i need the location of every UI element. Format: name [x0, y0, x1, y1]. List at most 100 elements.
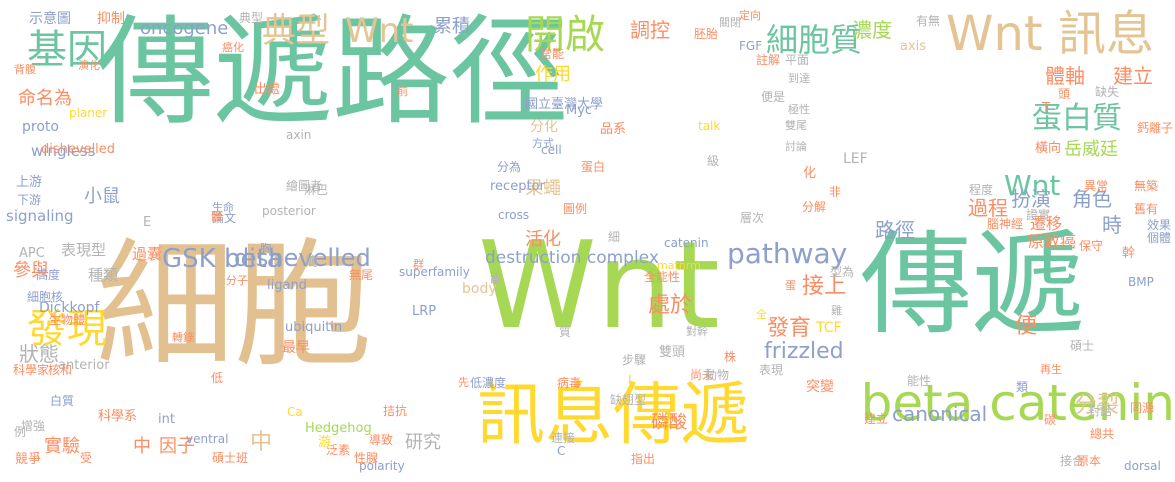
cloud-word: 表現型 — [61, 241, 107, 259]
cloud-word: 傳遞 — [860, 220, 1084, 350]
cloud-word: cell — [541, 143, 562, 157]
cloud-word: 典型 — [239, 11, 264, 25]
cloud-word: 對話 — [1088, 404, 1113, 418]
cloud-word: 論文 — [212, 211, 237, 225]
cloud-word: 體軸 — [1045, 64, 1085, 88]
cloud-word: 種類 — [88, 266, 119, 284]
cloud-word: 淋巴 — [304, 183, 329, 197]
cloud-word: ubiquitin — [285, 320, 343, 335]
cloud-word: 步驟 — [622, 353, 647, 367]
cloud-word: 傳遞路徑 — [96, 3, 569, 141]
cloud-word: dishevelled — [234, 244, 371, 272]
cloud-word: 動物 — [705, 368, 730, 382]
cloud-word: 先 — [458, 376, 469, 389]
cloud-word: 白質 — [50, 394, 75, 408]
cloud-word: 原致癌 — [1028, 232, 1077, 251]
cloud-word: 討論 — [785, 140, 807, 153]
cloud-word: 註解 — [756, 53, 781, 67]
cloud-word: 拮抗 — [383, 404, 408, 418]
cloud-word: 群 — [413, 258, 424, 271]
cloud-word: 作用 — [535, 64, 571, 85]
cloud-word: 上游 — [16, 175, 43, 190]
cloud-word: 分裂 — [1075, 393, 1120, 418]
cloud-word: 分化 — [530, 119, 558, 135]
cloud-word: 定向 — [739, 9, 761, 22]
cloud-word: Wnt — [1004, 169, 1061, 202]
cloud-word: 全能性 — [644, 270, 681, 284]
cloud-word: 碩士 — [1070, 339, 1095, 353]
cloud-word: 岳威廷 — [1064, 139, 1118, 160]
cloud-word: 胸 — [260, 242, 271, 255]
cloud-word: 同源 — [1130, 401, 1155, 415]
cloud-word: C — [557, 444, 566, 458]
cloud-word: 腦神經 — [987, 217, 1024, 231]
cloud-word: Wnt — [345, 11, 414, 51]
cloud-word: 程度 — [969, 183, 994, 197]
cloud-word: oncogene — [140, 18, 229, 39]
cloud-word: 訊息傳遞 — [477, 376, 750, 455]
cloud-word: 接上 — [802, 274, 847, 299]
cloud-word: 級 — [707, 154, 720, 168]
cloud-word: 蛋白 — [581, 160, 606, 174]
cloud-word: proto — [22, 119, 59, 135]
cloud-word: 癌化 — [222, 41, 244, 54]
cloud-word: 分解 — [802, 200, 827, 214]
cloud-word: 碩士班 — [212, 451, 249, 465]
cloud-word: 繪圖者 — [286, 179, 323, 193]
cloud-word: 表現 — [759, 363, 784, 377]
cloud-word: axis — [900, 39, 927, 54]
cloud-word: FGF — [739, 39, 763, 53]
cloud-word: body — [462, 281, 497, 297]
cloud-word: 病毒 — [557, 376, 582, 390]
cloud-word: 極性 — [788, 103, 810, 116]
cloud-word: 出處 — [254, 82, 281, 97]
cloud-word: 因子 — [159, 436, 195, 457]
cloud-word: L — [628, 373, 635, 387]
cloud-word: Hedgehog — [305, 421, 372, 436]
cloud-word: 連接 — [551, 431, 576, 445]
cloud-word: 果蠅 — [525, 178, 561, 199]
cloud-word: 轉錄 — [172, 331, 194, 344]
cloud-word: 個體 — [1147, 231, 1172, 245]
cloud-word: 異常 — [1084, 179, 1109, 193]
cloud-word: pathway — [727, 237, 848, 270]
cloud-word: 分為 — [497, 160, 522, 174]
cloud-word: LRP — [412, 304, 437, 319]
cloud-word: cross — [498, 208, 530, 222]
cloud-word: talk — [698, 119, 721, 133]
cloud-word: canonical — [892, 402, 988, 426]
cloud-word: 扮演 — [1011, 187, 1051, 211]
cloud-word: Wnt 訊息 — [946, 6, 1154, 62]
cloud-word: ligand — [267, 278, 307, 293]
cloud-word: E — [143, 215, 152, 230]
cloud-word: 蛋 — [785, 279, 796, 292]
cloud-word: 基因 — [27, 27, 107, 73]
cloud-word: 平面 — [785, 53, 810, 67]
cloud-word: 缺失 — [1095, 85, 1120, 99]
cloud-word: 核和 — [48, 363, 73, 377]
cloud-word: 示意圖 — [29, 11, 71, 27]
cloud-word: 下游 — [17, 193, 42, 207]
cloud-word: 橫向 — [1035, 141, 1062, 156]
cloud-word: mathrm — [657, 259, 701, 272]
cloud-word: 濃度 — [852, 18, 892, 42]
cloud-word: 角色 — [1072, 187, 1112, 211]
cloud-word: 背腹 — [14, 63, 36, 76]
cloud-word: 中 — [250, 430, 273, 455]
cloud-word: 活化 — [525, 229, 561, 250]
cloud-word: destruction complex — [485, 248, 659, 268]
cloud-word: 受 — [80, 451, 93, 465]
cloud-word: 尚未 — [690, 368, 715, 382]
cloud-word: 效果 — [1147, 218, 1172, 232]
cloud-word: 無築 — [1134, 179, 1159, 193]
cloud-word: 遷移 — [1030, 214, 1063, 233]
cloud-word: LEF — [843, 151, 868, 167]
cloud-word: 體 — [211, 210, 222, 223]
cloud-word: 科學系 — [98, 409, 138, 424]
cloud-word: 導致 — [369, 433, 394, 447]
cloud-word: 競爭 — [15, 452, 42, 467]
cloud-word: 層次 — [740, 211, 765, 225]
cloud-word: dishevelled — [41, 142, 116, 157]
cloud-word: Wnt — [478, 217, 720, 356]
cloud-word: 舊有 — [1134, 202, 1159, 216]
